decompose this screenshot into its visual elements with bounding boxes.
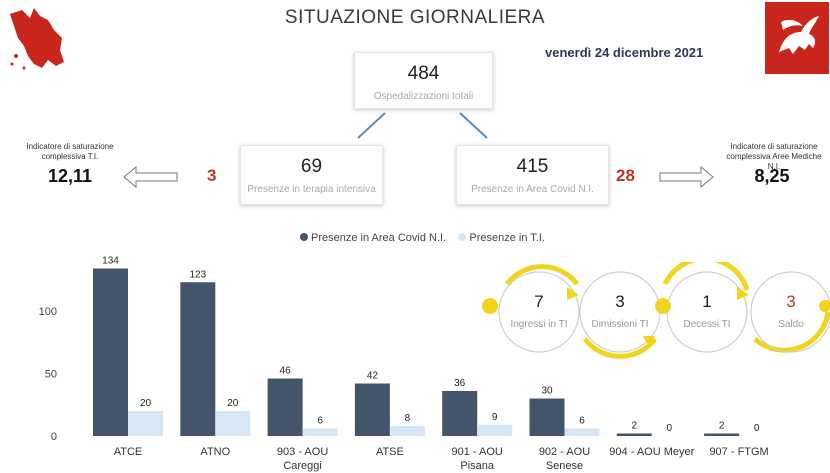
- x-category-label: ATNO: [200, 446, 230, 458]
- data-label-covid: 2: [719, 421, 725, 432]
- chart-legend: Presenze in Area Covid N.I. Presenze in …: [300, 232, 545, 244]
- x-category-label: ATSE: [376, 446, 404, 458]
- bar-covid: [180, 282, 216, 436]
- y-tick-label: 50: [45, 369, 57, 381]
- x-category-label: ATCE: [114, 446, 143, 458]
- data-label-covid: 2: [632, 421, 638, 432]
- icu-value: 69: [300, 156, 323, 177]
- flow-arrowhead-2: [643, 336, 655, 347]
- flow-value-saldo: 3: [786, 292, 795, 311]
- medical-saturation-label: Indicatore di saturazione complessiva Ar…: [726, 142, 822, 171]
- data-label-ti: 6: [579, 416, 585, 427]
- covid-area-label: Presenze in Area Covid N.I.: [471, 184, 594, 195]
- x-category-label: 907 - FTGM: [709, 446, 768, 458]
- flow-node-1: [482, 298, 498, 314]
- data-label-ti: 0: [754, 423, 760, 434]
- legend-ti-swatch: [458, 233, 467, 241]
- flow-label-decessi: Decessi TI: [683, 319, 730, 330]
- data-label-ti: 0: [667, 423, 673, 434]
- report-date: venerdì 24 dicembre 2021: [545, 45, 704, 60]
- data-label-covid: 30: [541, 386, 553, 397]
- data-label-ti: 9: [492, 412, 498, 423]
- connector-lines: [357, 112, 488, 139]
- data-label-covid: 134: [102, 256, 119, 267]
- icu-label: Presenze in terapia intensiva: [247, 184, 376, 195]
- data-label-covid: 46: [280, 366, 292, 377]
- bar-ti: [477, 424, 513, 436]
- x-category-label: Senese: [546, 460, 583, 472]
- legend-covid-swatch: [300, 233, 308, 241]
- bar-covid: [267, 378, 303, 436]
- data-label-covid: 42: [367, 371, 379, 382]
- flow-arc-2: [583, 337, 657, 359]
- bar-covid: [354, 383, 390, 436]
- flow-value-ingressi: 7: [534, 292, 543, 311]
- flow-arrowhead-3: [737, 287, 749, 300]
- bar-covid: [442, 391, 478, 436]
- covid-area-delta: 28: [616, 166, 635, 185]
- flow-value-decessi: 1: [702, 292, 711, 311]
- flow-arrowhead-1: [567, 287, 579, 300]
- y-tick-label: 0: [51, 431, 57, 443]
- bar-ti: [215, 411, 251, 436]
- bar-covid: [529, 398, 565, 436]
- left-arrow-icon: [123, 165, 178, 189]
- flow-arc-1: [505, 264, 579, 286]
- data-label-covid: 123: [189, 269, 206, 280]
- icu-card: 69 Presenze in terapia intensiva: [240, 145, 383, 205]
- flow-node-2: [655, 298, 671, 314]
- y-tick-label: 100: [39, 306, 57, 318]
- legend-ti-label: Presenze in T.I.: [469, 232, 545, 244]
- data-label-ti: 20: [227, 398, 239, 409]
- legend-covid-label: Presenze in Area Covid N.I.: [311, 232, 447, 244]
- bar-covid: [93, 268, 128, 436]
- icu-delta: 3: [207, 166, 217, 185]
- flow-circle-3: [666, 271, 748, 353]
- x-category-label: Careggi: [283, 460, 322, 472]
- data-label-ti: 8: [405, 413, 411, 424]
- x-category-label: 903 - AOU: [277, 446, 328, 458]
- flow-node-3: [819, 300, 830, 312]
- page-title: SITUAZIONE GIORNALIERA: [284, 7, 546, 28]
- data-label-ti: 20: [140, 398, 152, 409]
- bar-ti: [564, 428, 600, 436]
- bar-covid: [616, 433, 652, 436]
- bar-ti: [128, 411, 163, 436]
- total-hospitalizations-card: 484 Ospedalizzazioni totali: [354, 52, 493, 109]
- flow-label-dimissioni: Dimissioni TI: [591, 319, 648, 330]
- flow-value-dimissioni: 3: [615, 292, 624, 311]
- covid-area-card: 415 Presenze in Area Covid N.I.: [456, 145, 609, 205]
- x-category-label: 902 - AOU: [539, 446, 590, 458]
- flow-label-saldo: Saldo: [778, 319, 804, 330]
- data-label-covid: 36: [454, 378, 466, 389]
- total-hospitalizations-value: 484: [407, 63, 440, 84]
- regione-toscana-logo: [765, 2, 829, 74]
- right-arrow-icon: [659, 165, 714, 189]
- bar-ti: [302, 428, 338, 436]
- bar-ti: [389, 426, 425, 436]
- covid-area-value: 415: [516, 156, 549, 177]
- icu-flow-diagram: 7 Ingressi in TI 3 Dimissioni TI 1 Deces…: [482, 262, 830, 359]
- bar-covid: [704, 433, 740, 436]
- total-hospitalizations-label: Ospedalizzazioni totali: [373, 91, 474, 102]
- x-category-label: 904 - AOU Meyer: [609, 446, 694, 458]
- medical-saturation-value: 8,25: [754, 166, 790, 186]
- flow-arc-3: [662, 262, 750, 291]
- x-category-label: 901 - AOU: [452, 446, 503, 458]
- data-label-ti: 6: [317, 416, 323, 427]
- x-category-label: Pisana: [460, 460, 495, 472]
- flow-label-ingressi: Ingressi in TI: [510, 319, 567, 330]
- flow-arc-4: [753, 311, 830, 353]
- icu-saturation-label: Indicatore di saturazione complessiva T.…: [26, 142, 114, 161]
- flow-circle-1: [498, 271, 580, 353]
- flow-circle-4: [750, 271, 830, 353]
- tuscany-map-logo: [10, 8, 64, 70]
- icu-saturation-value: 12,11: [47, 166, 93, 186]
